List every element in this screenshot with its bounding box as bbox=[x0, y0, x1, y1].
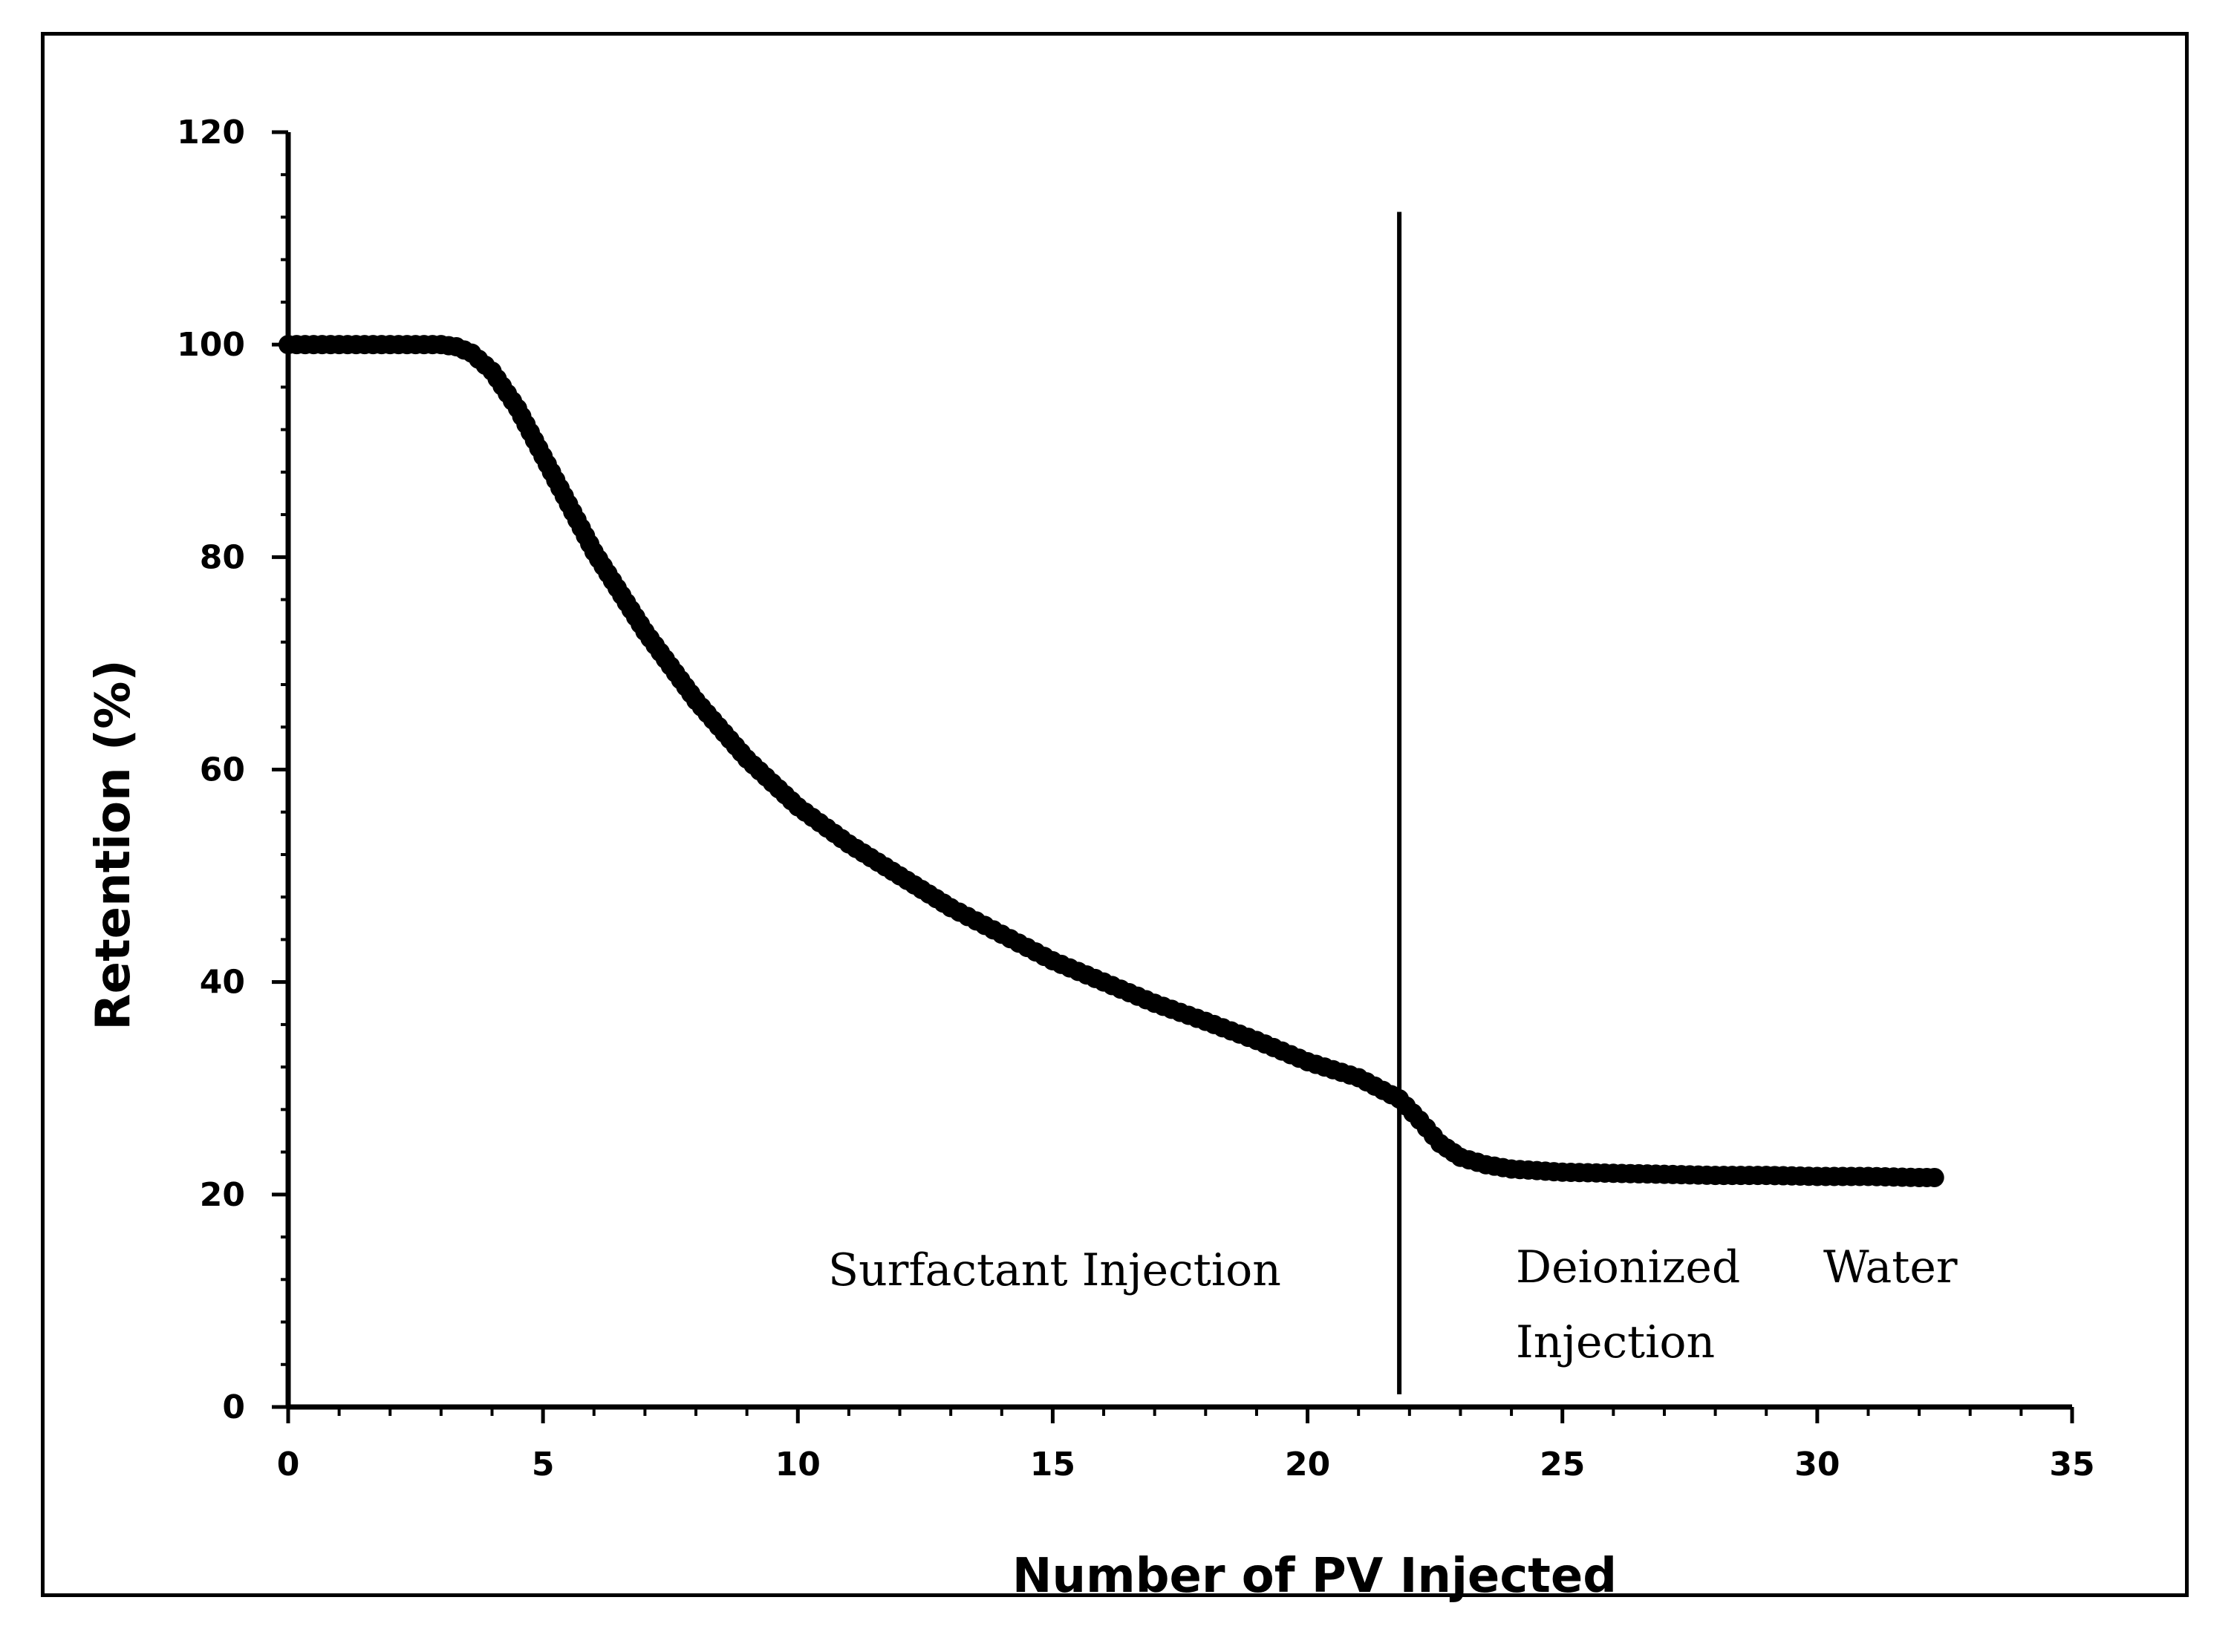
chart-frame bbox=[41, 32, 2189, 1597]
data-points bbox=[279, 212, 1944, 1394]
annotation-water: Water bbox=[1823, 1241, 1958, 1293]
annotation-injection: Injection bbox=[1516, 1316, 1715, 1368]
y-tick-label: 60 bbox=[200, 751, 245, 789]
labels: 0 20 40 60 80 100 120 0 5 10 15 20 25 30 35 bbox=[177, 114, 2094, 1483]
y-tick-label: 80 bbox=[200, 538, 245, 576]
axes bbox=[272, 130, 2074, 1423]
x-tick-label: 35 bbox=[2049, 1446, 2094, 1483]
x-tick-label: 0 bbox=[277, 1446, 300, 1483]
x-tick-label: 25 bbox=[1540, 1446, 1585, 1483]
x-tick-label: 20 bbox=[1285, 1446, 1330, 1483]
y-tick-label: 20 bbox=[200, 1176, 245, 1214]
y-tick-label: 40 bbox=[200, 964, 245, 1002]
annotation-deionized: Deionized bbox=[1516, 1241, 1740, 1293]
x-tick-label: 5 bbox=[532, 1446, 555, 1483]
x-tick-label: 15 bbox=[1030, 1446, 1075, 1483]
x-tick-label: 30 bbox=[1794, 1446, 1840, 1483]
y-tick-label: 0 bbox=[222, 1388, 245, 1426]
y-axis-title: Retention (%) bbox=[86, 659, 141, 1030]
x-tick-label: 10 bbox=[775, 1446, 821, 1483]
x-axis-title: Number of PV Injected bbox=[1012, 1549, 1617, 1604]
data-point bbox=[1924, 1167, 1944, 1187]
annotation-surfactant-injection: Surfactant Injection bbox=[828, 1244, 1281, 1296]
y-tick-label: 100 bbox=[177, 326, 245, 364]
y-tick-label: 120 bbox=[177, 114, 245, 151]
